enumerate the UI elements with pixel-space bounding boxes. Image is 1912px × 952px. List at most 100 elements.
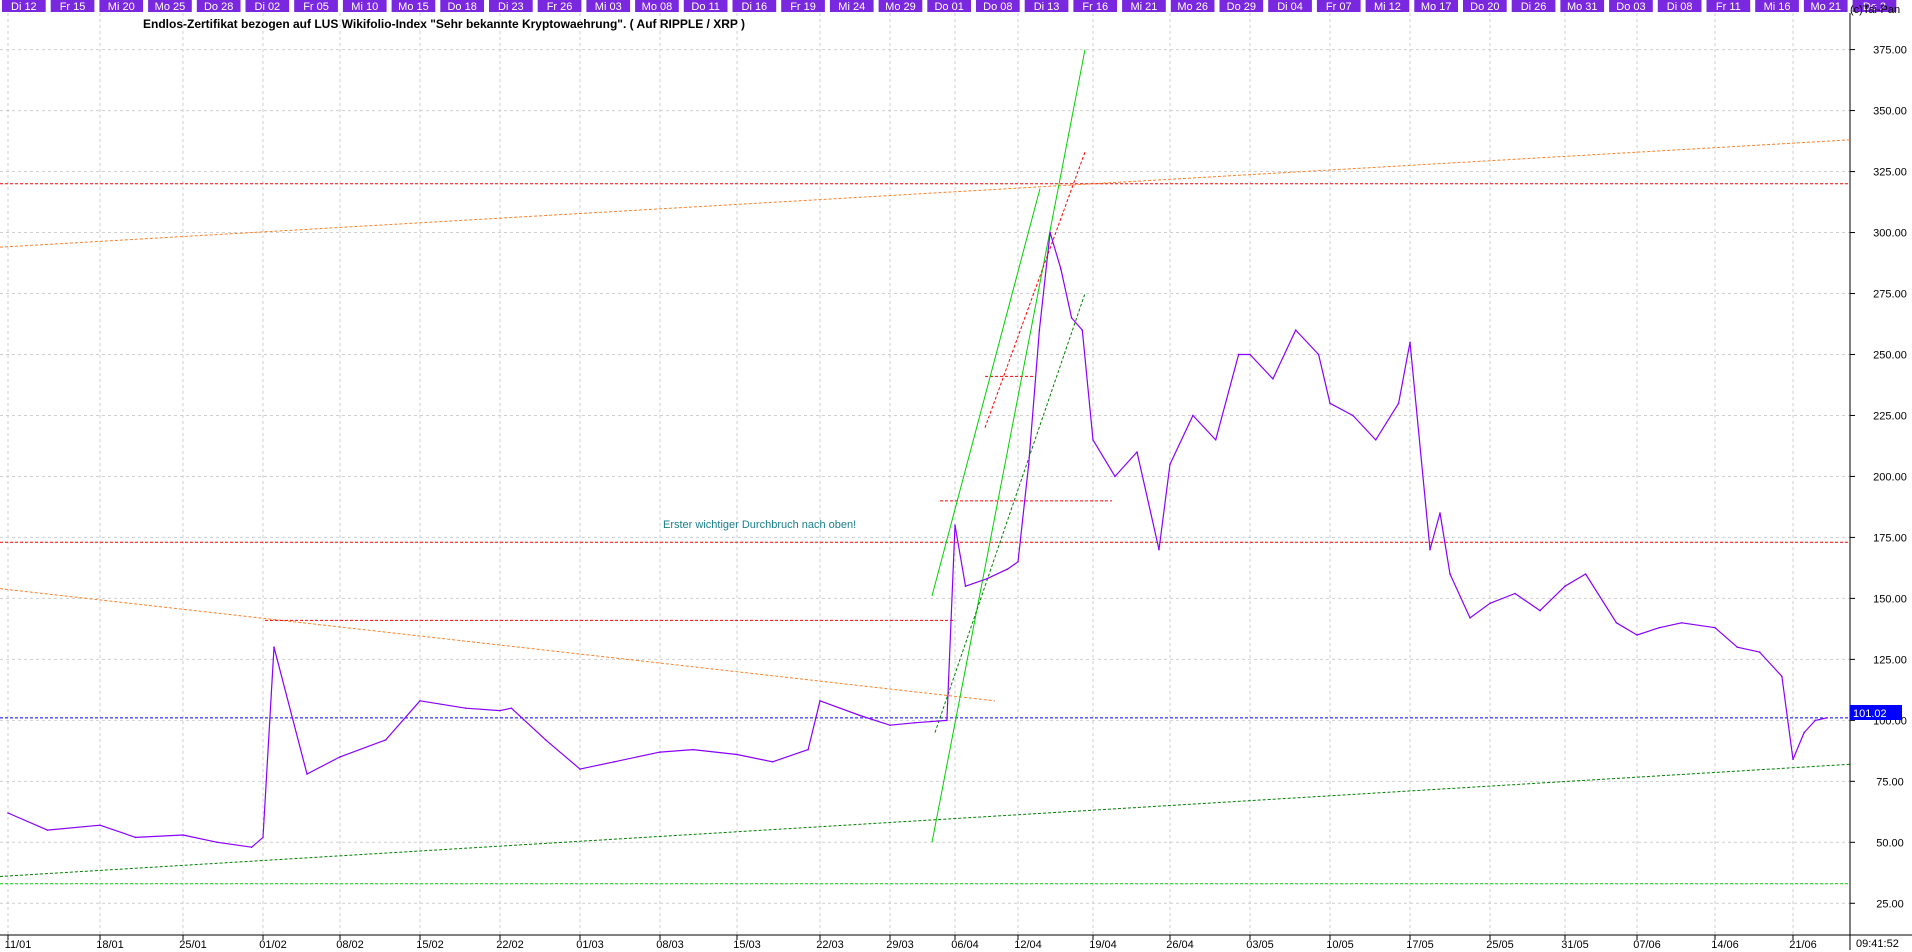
y-tick-label: 350.00 — [1873, 106, 1907, 118]
price-point — [1136, 451, 1138, 453]
day-cell — [829, 0, 874, 12]
day-label: Di 23 — [498, 1, 524, 13]
day-label: Mo 21 — [1810, 1, 1841, 13]
price-point — [1017, 561, 1019, 563]
day-cell — [878, 0, 923, 12]
y-axis-labels: 25.0050.0075.00100.00125.00150.00175.002… — [1850, 45, 1907, 910]
price-point — [771, 761, 774, 763]
price-point — [1814, 719, 1817, 722]
price-point — [807, 748, 809, 751]
day-cell — [440, 0, 484, 12]
y-tick-label: 175.00 — [1873, 532, 1907, 544]
price-point — [736, 753, 738, 756]
x-tick-label: 26/04 — [1166, 939, 1194, 951]
day-cell — [586, 0, 631, 12]
price-point — [419, 700, 421, 702]
x-tick-label: 11/01 — [5, 939, 32, 951]
price-point — [1374, 439, 1377, 441]
day-cell — [927, 0, 971, 12]
y-tick-label: 225.00 — [1873, 410, 1907, 422]
price-point — [1758, 651, 1761, 653]
day-label: Do 03 — [1616, 1, 1645, 13]
day-label: Di 04 — [1277, 1, 1303, 13]
price-point — [1158, 548, 1160, 551]
orange-rising-trendline — [0, 139, 1851, 248]
price-point — [182, 834, 184, 836]
day-label: Fr 11 — [1716, 1, 1741, 13]
price-point — [339, 756, 341, 758]
price-point — [659, 751, 661, 753]
x-tick-label: 01/02 — [259, 939, 287, 951]
price-point — [1514, 592, 1516, 595]
price-point — [1237, 353, 1240, 356]
price-point — [262, 836, 264, 839]
copyright-label: (c)Tai-Pan — [1850, 4, 1900, 16]
x-tick-label: 01/03 — [576, 939, 604, 951]
day-label: Mi 24 — [838, 1, 865, 13]
x-tick-label: 22/02 — [496, 939, 524, 951]
y-tick-label: 275.00 — [1873, 289, 1907, 301]
y-tick-label: 300.00 — [1873, 228, 1907, 240]
price-point — [1792, 758, 1794, 761]
orange-falling-trendline — [0, 588, 996, 702]
day-cell — [1219, 0, 1264, 12]
price-point — [1615, 621, 1618, 624]
price-point — [613, 761, 616, 763]
green-channel-lower — [931, 49, 1086, 843]
day-cell — [683, 0, 728, 12]
day-cell — [1755, 0, 1799, 12]
day-label: Do 01 — [934, 1, 963, 13]
day-cell — [1024, 0, 1069, 12]
price-point — [250, 846, 253, 848]
day-label: Do 29 — [1227, 1, 1256, 13]
top-day-bar: Di 12 Fr 15 Mi 20 Mo 25 Do 28 Di 02 Fr 05 Mi 10… — [2, 0, 1897, 13]
price-point — [954, 524, 956, 527]
day-label: Mo 26 — [1177, 1, 1208, 13]
day-cell — [1268, 0, 1312, 12]
price-point — [819, 700, 821, 702]
day-label: Do 28 — [204, 1, 233, 13]
price-point — [1803, 731, 1805, 734]
x-tick-label: 10/05 — [1326, 939, 1354, 951]
day-label: Mi 16 — [1764, 1, 1791, 13]
price-point — [1027, 463, 1030, 466]
price-point — [1081, 329, 1084, 331]
price-point — [1049, 231, 1051, 234]
price-point — [134, 836, 137, 839]
green-dotted-channel — [934, 293, 1086, 733]
price-point — [499, 709, 501, 712]
price-point — [1736, 646, 1739, 648]
price-point — [1429, 548, 1431, 551]
day-label: Do 08 — [983, 1, 1012, 13]
price-point — [1060, 268, 1062, 270]
day-cell — [294, 0, 338, 12]
day-cell — [245, 0, 290, 12]
day-label: Mi 03 — [595, 1, 622, 13]
x-tick-label: 25/05 — [1486, 939, 1514, 951]
day-label: Mi 20 — [108, 1, 135, 13]
price-point — [1658, 626, 1661, 629]
day-label: Mo 08 — [642, 1, 673, 13]
price-point — [1397, 402, 1400, 405]
price-point — [1469, 617, 1471, 619]
x-tick-label: 25/01 — [179, 939, 207, 951]
day-cell — [1560, 0, 1605, 12]
day-label: Di 12 — [11, 1, 37, 13]
price-point — [99, 824, 101, 827]
price-line — [7, 231, 1827, 848]
day-cell — [1609, 0, 1653, 12]
price-point — [1317, 353, 1320, 356]
price-point — [1439, 512, 1441, 514]
axes — [0, 13, 1912, 950]
day-cell — [1463, 0, 1507, 12]
day-label: Di 08 — [1667, 1, 1693, 13]
day-cell — [1122, 0, 1166, 12]
day-label: Di 16 — [742, 1, 768, 13]
price-point — [964, 585, 967, 588]
y-tick-label: 75.00 — [1876, 776, 1904, 788]
day-label: Fr 16 — [1082, 1, 1108, 13]
x-tick-label: 19/04 — [1089, 939, 1117, 951]
x-tick-label: 29/03 — [886, 939, 914, 951]
y-tick-label: 375.00 — [1873, 45, 1907, 57]
